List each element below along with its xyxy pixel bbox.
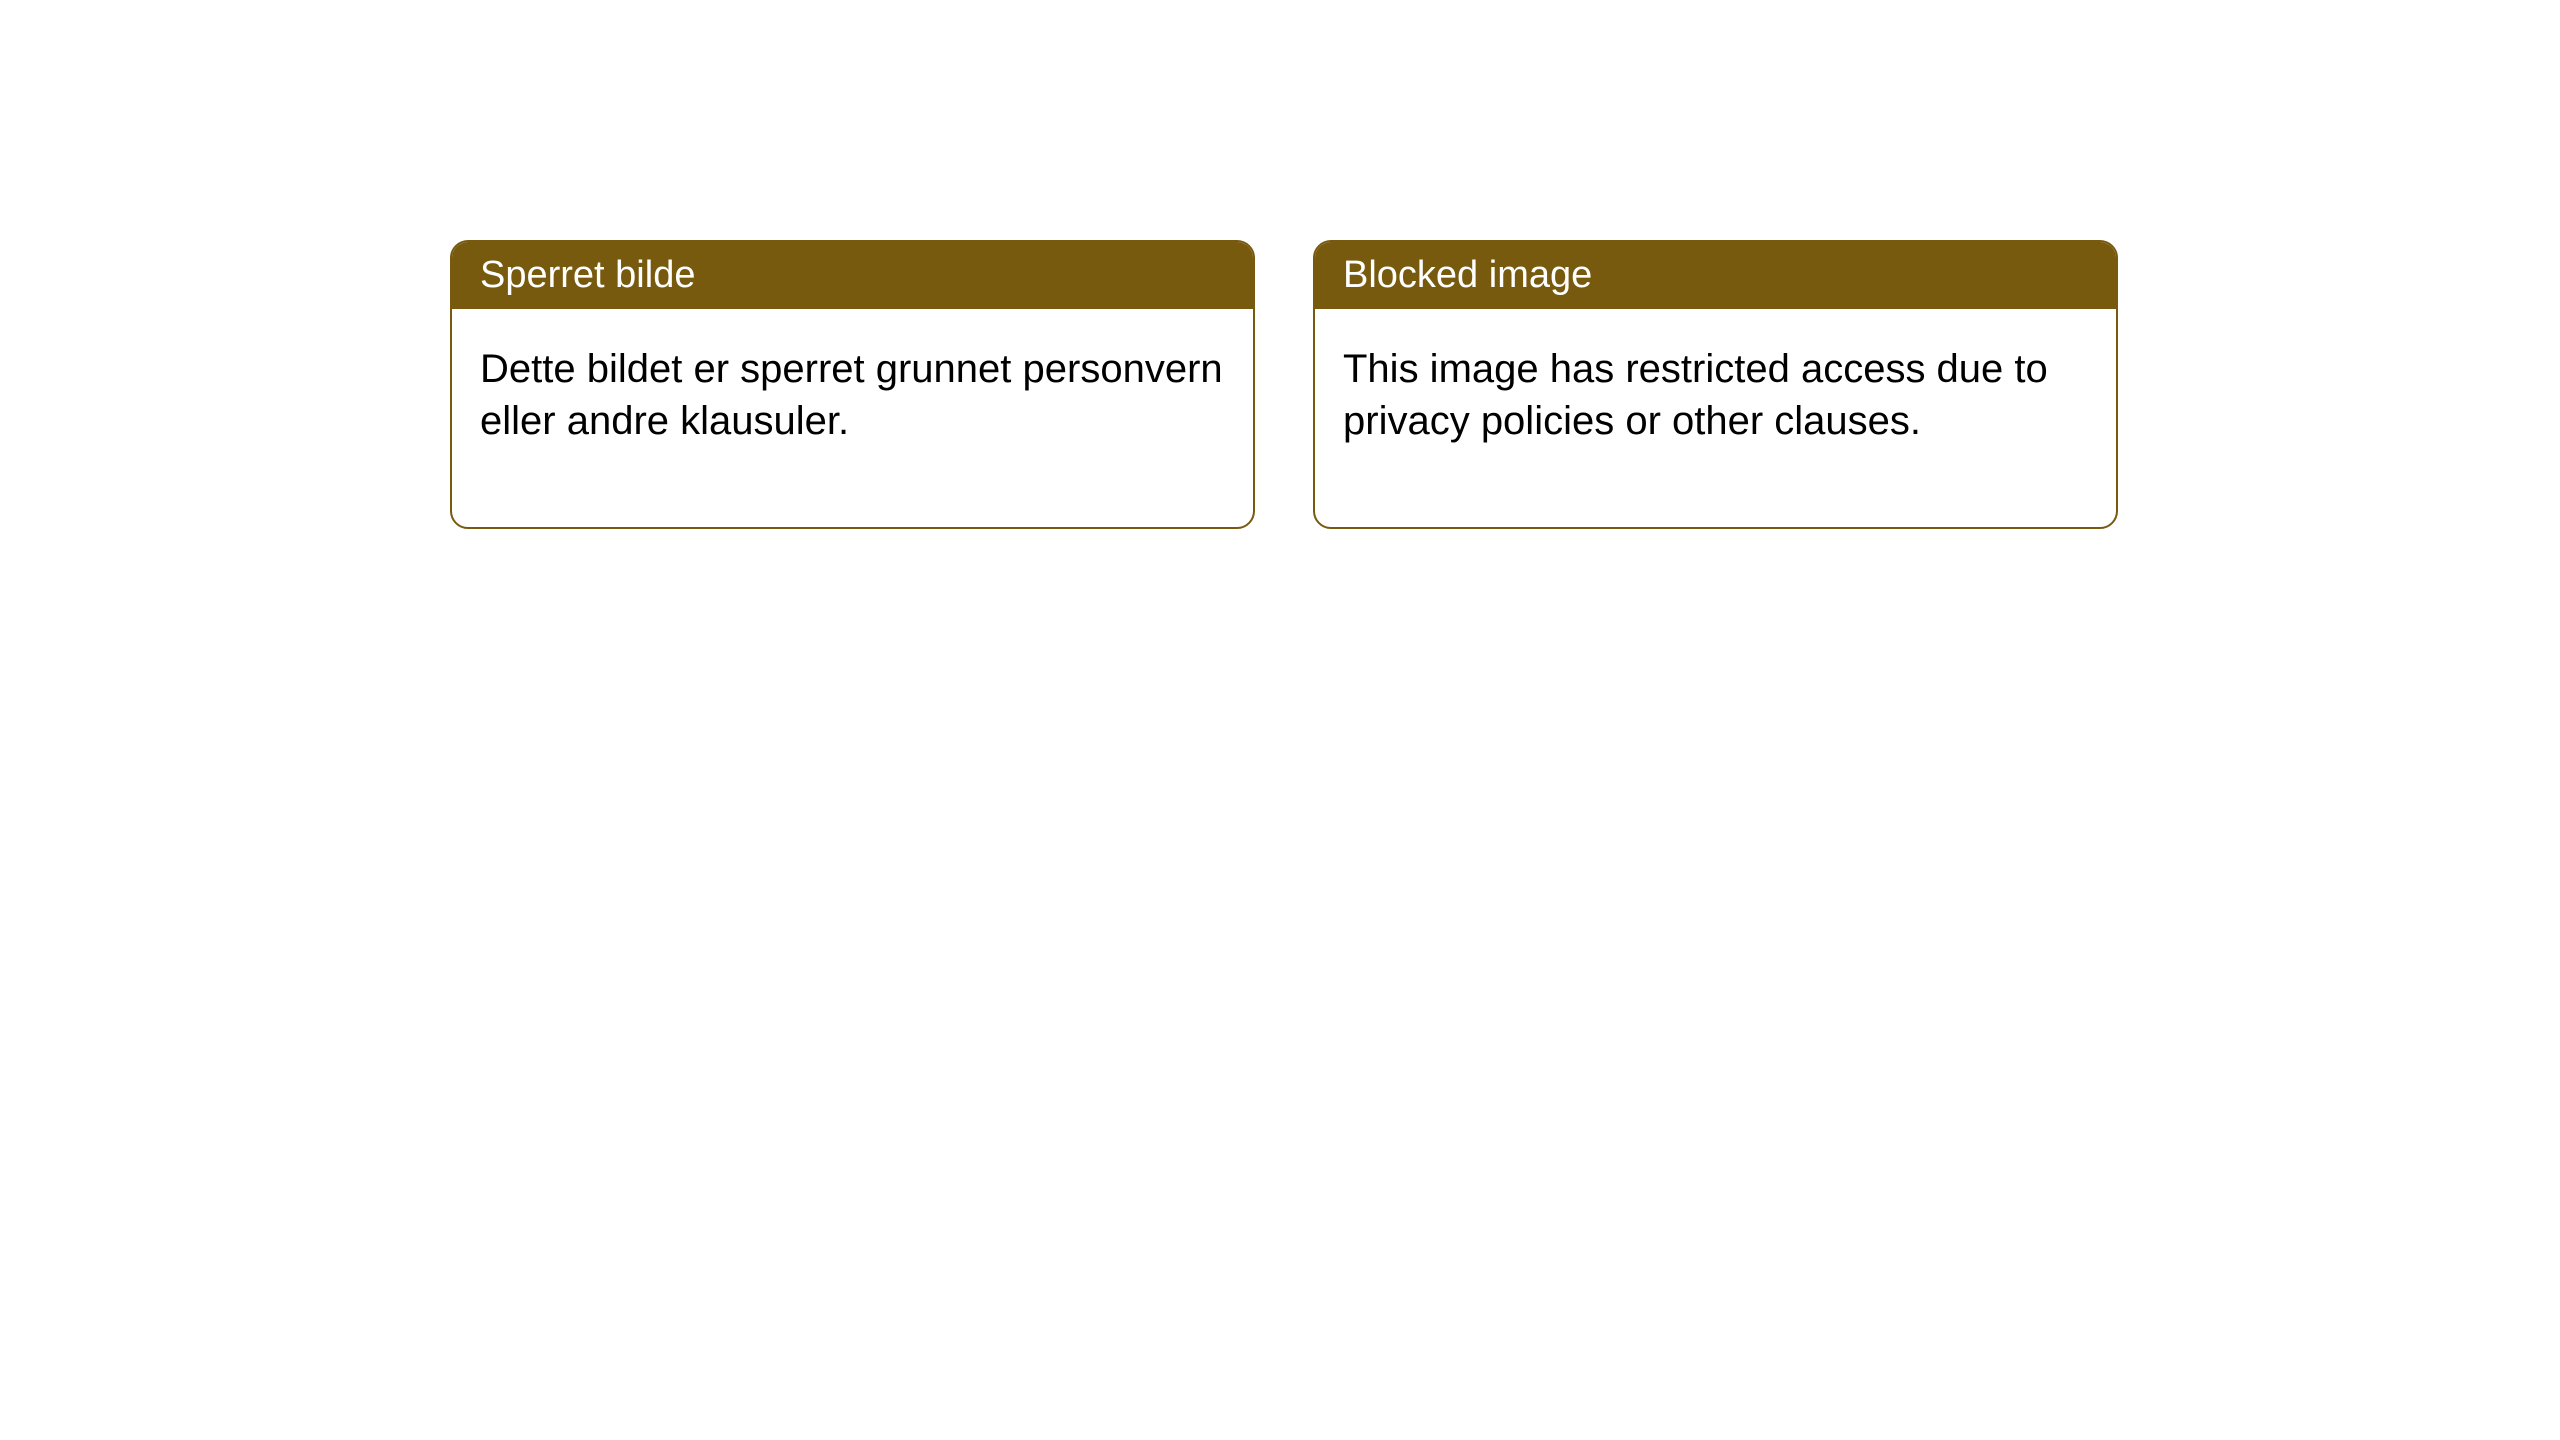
card-body-norwegian: Dette bildet er sperret grunnet personve… [452,309,1253,527]
card-body-text: Dette bildet er sperret grunnet personve… [480,347,1223,443]
card-title: Blocked image [1343,254,1592,296]
card-english: Blocked image This image has restricted … [1313,240,2118,529]
cards-container: Sperret bilde Dette bildet er sperret gr… [0,0,2560,529]
card-title: Sperret bilde [480,254,695,296]
card-body-text: This image has restricted access due to … [1343,347,2048,443]
card-norwegian: Sperret bilde Dette bildet er sperret gr… [450,240,1255,529]
card-header-norwegian: Sperret bilde [452,242,1253,309]
card-header-english: Blocked image [1315,242,2116,309]
card-body-english: This image has restricted access due to … [1315,309,2116,527]
